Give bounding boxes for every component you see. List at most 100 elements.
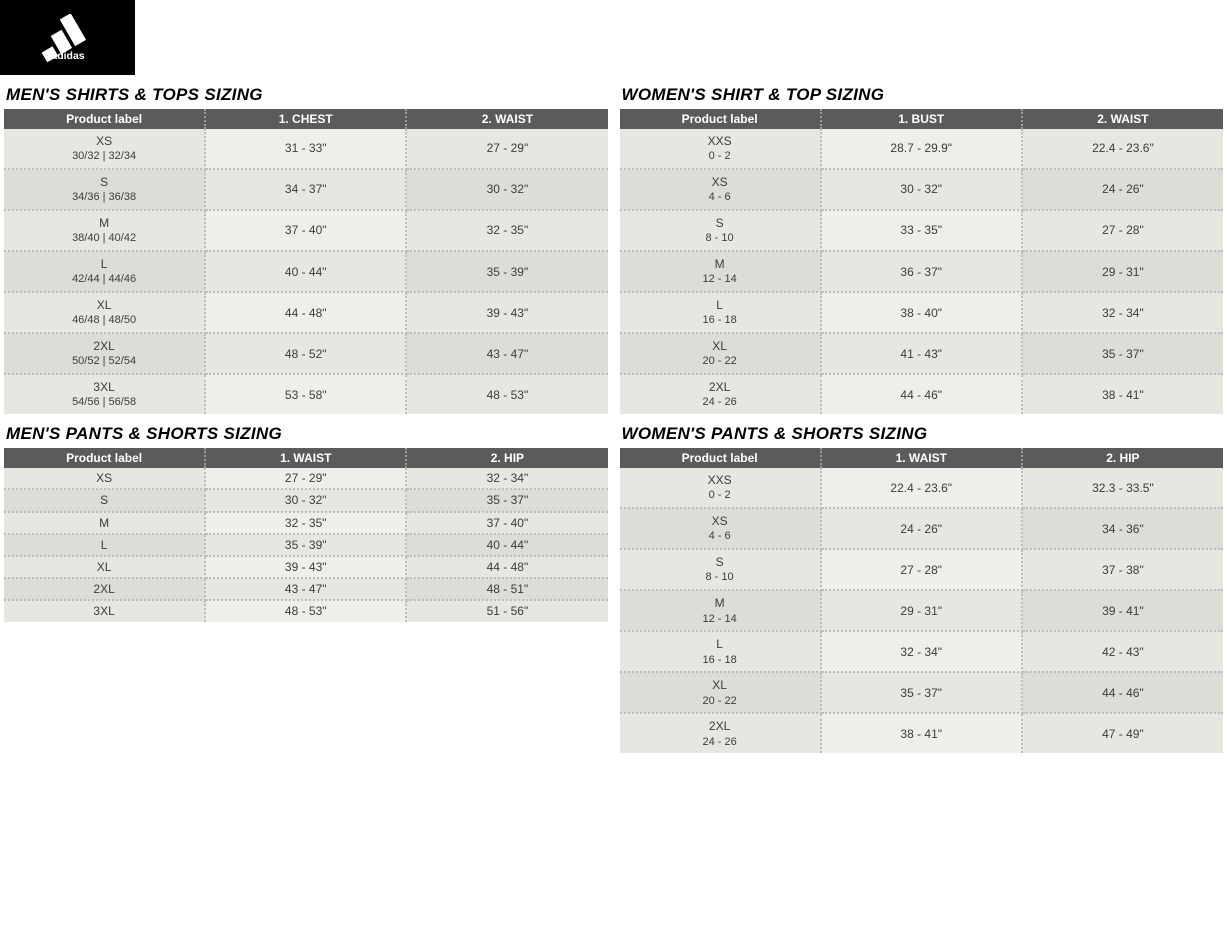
size-label-cell: 2XL24 - 26: [620, 374, 821, 414]
size-label-cell: L: [4, 534, 205, 556]
measure-cell: 27 - 28": [821, 549, 1022, 590]
measure-cell: 51 - 56": [406, 600, 607, 621]
measure-cell: 27 - 29": [205, 468, 406, 489]
brand-logo-box: adidas: [0, 0, 135, 75]
size-code: 2XL: [620, 718, 820, 734]
size-sublabel: 4 - 6: [620, 529, 820, 544]
measure-cell: 27 - 29": [406, 129, 607, 169]
size-code: 3XL: [4, 603, 204, 619]
column-header: Product label: [4, 109, 205, 129]
measure-cell: 39 - 43": [205, 556, 406, 578]
size-code: XXS: [620, 133, 820, 149]
size-sublabel: 24 - 26: [620, 395, 820, 410]
measure-cell: 30 - 32": [821, 169, 1022, 210]
table-row: M38/40 | 40/4237 - 40"32 - 35": [4, 210, 608, 251]
measure-cell: 32 - 35": [406, 210, 607, 251]
measure-cell: 42 - 43": [1022, 631, 1223, 672]
table-row: L16 - 1838 - 40"32 - 34": [620, 292, 1224, 333]
measure-cell: 35 - 37": [406, 489, 607, 511]
size-sublabel: 12 - 14: [620, 612, 820, 627]
size-code: L: [620, 297, 820, 313]
size-sublabel: 16 - 18: [620, 313, 820, 328]
section-title: WOMEN'S SHIRT & TOP SIZING: [620, 75, 1224, 109]
mens_tops-table: Product label1. CHEST2. WAISTXS30/32 | 3…: [4, 109, 608, 414]
measure-cell: 35 - 37": [1022, 333, 1223, 374]
column-header: 2. HIP: [1022, 448, 1223, 468]
measure-cell: 34 - 36": [1022, 508, 1223, 549]
size-label-cell: L42/44 | 44/46: [4, 251, 205, 292]
measure-cell: 40 - 44": [406, 534, 607, 556]
size-label-cell: M: [4, 512, 205, 534]
measure-cell: 32 - 34": [1022, 292, 1223, 333]
adidas-logo-icon: adidas: [33, 14, 103, 62]
measure-cell: 39 - 43": [406, 292, 607, 333]
size-sublabel: 38/40 | 40/42: [4, 231, 204, 246]
table-row: XS30/32 | 32/3431 - 33"27 - 29": [4, 129, 608, 169]
column-header: 2. WAIST: [406, 109, 607, 129]
table-row: 2XL43 - 47"48 - 51": [4, 578, 608, 600]
measure-cell: 35 - 39": [205, 534, 406, 556]
size-label-cell: XL46/48 | 48/50: [4, 292, 205, 333]
size-code: 2XL: [4, 581, 204, 597]
measure-cell: 22.4 - 23.6": [1022, 129, 1223, 169]
measure-cell: 35 - 37": [821, 672, 1022, 713]
size-sublabel: 30/32 | 32/34: [4, 149, 204, 164]
table-row: XL39 - 43"44 - 48": [4, 556, 608, 578]
table-row: L35 - 39"40 - 44": [4, 534, 608, 556]
size-sublabel: 20 - 22: [620, 354, 820, 369]
measure-cell: 31 - 33": [205, 129, 406, 169]
size-sublabel: 54/56 | 56/58: [4, 395, 204, 410]
measure-cell: 33 - 35": [821, 210, 1022, 251]
measure-cell: 30 - 32": [205, 489, 406, 511]
size-code: 2XL: [4, 338, 204, 354]
size-sublabel: 12 - 14: [620, 272, 820, 287]
size-code: M: [620, 595, 820, 611]
measure-cell: 28.7 - 29.9": [821, 129, 1022, 169]
section-title: MEN'S SHIRTS & TOPS SIZING: [4, 75, 608, 109]
column-header: 1. WAIST: [205, 448, 406, 468]
size-code: L: [4, 537, 204, 553]
size-label-cell: L16 - 18: [620, 292, 821, 333]
table-row: 2XL24 - 2644 - 46"38 - 41": [620, 374, 1224, 414]
size-label-cell: 2XL50/52 | 52/54: [4, 333, 205, 374]
size-code: XS: [4, 133, 204, 149]
womens-tops-section: WOMEN'S SHIRT & TOP SIZINGProduct label1…: [620, 75, 1224, 414]
mens-pants-section: MEN'S PANTS & SHORTS SIZINGProduct label…: [4, 414, 608, 621]
column-header: 2. WAIST: [1022, 109, 1223, 129]
measure-cell: 27 - 28": [1022, 210, 1223, 251]
table-row: XL20 - 2235 - 37"44 - 46": [620, 672, 1224, 713]
mens_pants-table: Product label1. WAIST2. HIPXS27 - 29"32 …: [4, 448, 608, 621]
size-label-cell: XS30/32 | 32/34: [4, 129, 205, 169]
measure-cell: 22.4 - 23.6": [821, 468, 1022, 508]
size-code: M: [4, 515, 204, 531]
womens_pants-table: Product label1. WAIST2. HIPXXS0 - 222.4 …: [620, 448, 1224, 753]
size-code: XXS: [620, 472, 820, 488]
size-label-cell: XS4 - 6: [620, 508, 821, 549]
measure-cell: 29 - 31": [1022, 251, 1223, 292]
size-sublabel: 4 - 6: [620, 190, 820, 205]
size-code: XL: [4, 559, 204, 575]
column-header: 1. CHEST: [205, 109, 406, 129]
table-row: S30 - 32"35 - 37": [4, 489, 608, 511]
size-label-cell: S: [4, 489, 205, 511]
measure-cell: 41 - 43": [821, 333, 1022, 374]
size-label-cell: 3XL54/56 | 56/58: [4, 374, 205, 414]
measure-cell: 32.3 - 33.5": [1022, 468, 1223, 508]
size-code: L: [4, 256, 204, 272]
measure-cell: 24 - 26": [821, 508, 1022, 549]
size-label-cell: S8 - 10: [620, 549, 821, 590]
measure-cell: 38 - 41": [1022, 374, 1223, 414]
measure-cell: 34 - 37": [205, 169, 406, 210]
brand-wordmark: adidas: [51, 50, 84, 62]
size-label-cell: XS4 - 6: [620, 169, 821, 210]
measure-cell: 29 - 31": [821, 590, 1022, 631]
size-label-cell: XXS0 - 2: [620, 129, 821, 169]
measure-cell: 43 - 47": [205, 578, 406, 600]
size-label-cell: 2XL24 - 26: [620, 713, 821, 753]
size-code: XS: [620, 174, 820, 190]
size-label-cell: S34/36 | 36/38: [4, 169, 205, 210]
column-header: 1. WAIST: [821, 448, 1022, 468]
size-code: S: [4, 492, 204, 508]
table-row: L16 - 1832 - 34"42 - 43": [620, 631, 1224, 672]
table-row: L42/44 | 44/4640 - 44"35 - 39": [4, 251, 608, 292]
